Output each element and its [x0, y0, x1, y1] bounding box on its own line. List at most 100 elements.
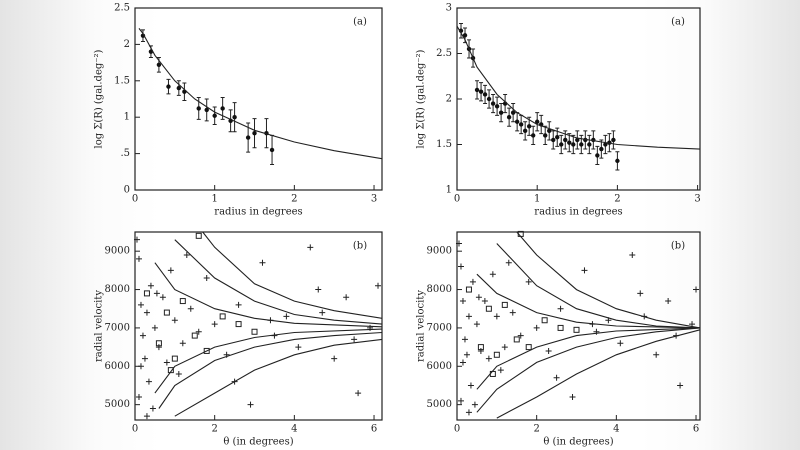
square-point — [191, 332, 198, 339]
data-point — [156, 62, 162, 67]
y-axis-label: radial velocity — [94, 290, 105, 362]
plus-point — [307, 244, 314, 251]
plus-point — [283, 313, 290, 320]
plus-point — [455, 240, 462, 247]
plus-point — [485, 355, 492, 362]
plus-point — [295, 344, 302, 351]
data-point — [563, 137, 568, 143]
fit-curve — [476, 273, 701, 329]
data-point — [510, 110, 516, 115]
square-point — [501, 301, 508, 308]
plus-point — [457, 263, 464, 270]
y-tick-label: 1.5 — [436, 139, 452, 150]
data-point — [530, 133, 536, 138]
plus-point — [629, 252, 636, 259]
plus-point — [135, 393, 142, 400]
x-tick-label: 2 — [211, 424, 217, 435]
square-point — [513, 336, 520, 343]
y-tick-label: 2 — [124, 39, 130, 50]
y-axis-label: log Σ(R) (gal.deg⁻²) — [416, 49, 427, 148]
fit-curve — [496, 243, 701, 329]
y-tick-label: 3 — [446, 3, 452, 14]
data-point — [514, 119, 520, 124]
data-point — [579, 142, 584, 147]
plus-point — [457, 397, 464, 404]
plus-point — [489, 271, 496, 278]
plus-point — [211, 321, 218, 328]
plus-point — [167, 267, 174, 274]
x-axis-label: radius in degrees — [214, 207, 302, 218]
y-tick-label: 2.5 — [436, 48, 452, 59]
square-point — [525, 344, 532, 351]
plus-point — [501, 344, 508, 351]
panel-label: (a) — [353, 17, 367, 28]
x-tick-label: 6 — [693, 424, 699, 435]
y-tick-label: 8000 — [105, 284, 130, 295]
fit-curve — [496, 329, 701, 419]
plot-frame — [134, 231, 383, 421]
data-point — [506, 115, 512, 120]
plus-point — [153, 290, 160, 297]
plus-point — [465, 409, 472, 416]
data-point — [518, 122, 524, 127]
data-point — [547, 128, 552, 134]
plus-point — [163, 359, 170, 366]
y-tick-label: 9000 — [427, 246, 452, 257]
data-point — [474, 87, 480, 93]
plus-point — [155, 344, 162, 351]
plus-point — [179, 340, 186, 347]
data-point — [526, 124, 532, 129]
plus-point — [137, 301, 144, 308]
data-point — [555, 135, 560, 140]
plus-point — [459, 359, 466, 366]
plus-point — [187, 305, 194, 312]
plus-point — [143, 413, 150, 420]
plus-point — [133, 236, 140, 243]
plus-point — [331, 355, 338, 362]
x-tick-label: 2 — [614, 194, 620, 205]
plus-point — [137, 363, 144, 370]
plus-point — [509, 309, 516, 316]
y-tick-label: 6000 — [427, 361, 452, 372]
plus-point — [497, 367, 504, 374]
plus-point — [147, 282, 154, 289]
plus-point — [477, 347, 484, 354]
x-tick-label: 3 — [371, 194, 377, 205]
data-point — [232, 115, 237, 120]
fit-curve — [174, 338, 383, 417]
plus-point — [505, 259, 512, 266]
y-tick-label: 1 — [446, 185, 452, 196]
data-point — [478, 89, 484, 94]
fit-curve — [154, 262, 383, 328]
x-tick-label: 3 — [694, 194, 700, 205]
square-point — [235, 321, 242, 328]
y-tick-label: 8000 — [427, 284, 452, 295]
plus-point — [315, 286, 322, 293]
x-tick-label: 4 — [613, 424, 619, 435]
plus-point — [569, 393, 576, 400]
y-tick-label: 0 — [124, 185, 130, 196]
y-tick-label: 7000 — [427, 322, 452, 333]
y-tick-label: 7000 — [105, 322, 130, 333]
data-point — [559, 142, 564, 147]
fit-curve — [202, 231, 383, 319]
y-axis-label: log Σ(R) (gal.deg⁻²) — [94, 49, 105, 148]
y-tick-label: 2.5 — [114, 3, 130, 14]
panel-label: (b) — [671, 241, 685, 252]
plus-point — [195, 328, 202, 335]
plus-point — [493, 313, 500, 320]
data-point — [595, 153, 600, 158]
square-point — [171, 355, 178, 362]
y-tick-label: .5 — [120, 148, 130, 159]
y-tick-label: 5000 — [105, 399, 130, 410]
data-point — [522, 128, 528, 134]
plus-point — [469, 278, 476, 285]
plus-point — [259, 259, 266, 266]
data-point — [196, 106, 201, 111]
plus-point — [653, 351, 660, 358]
data-point — [498, 110, 504, 115]
fit-curve — [158, 331, 383, 409]
data-point — [571, 142, 576, 147]
fit-curve — [154, 328, 383, 394]
plus-point — [461, 336, 468, 343]
